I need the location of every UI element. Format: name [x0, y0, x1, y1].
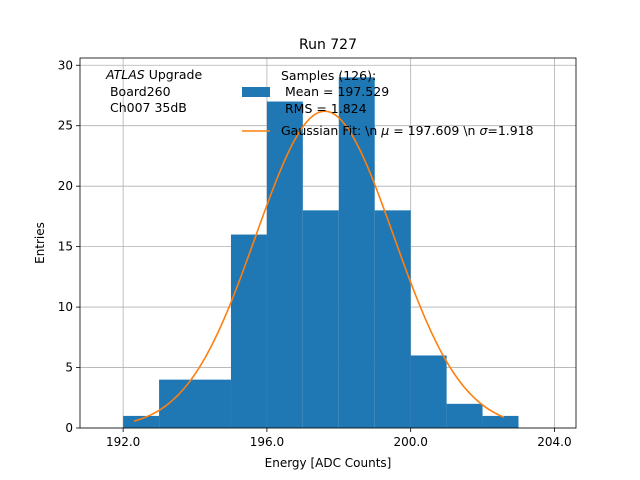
legend-samples-mean: Mean = 197.529	[281, 84, 389, 99]
histogram-bars	[123, 77, 519, 428]
board-annotation: Board260	[106, 84, 171, 99]
x-tick-label: 192.0	[106, 435, 140, 449]
experiment-suffix: Upgrade	[145, 67, 203, 82]
legend-swatch-samples	[242, 87, 270, 97]
y-tick-label: 25	[58, 119, 73, 133]
legend-samples-rms: RMS = 1.824	[281, 101, 367, 116]
x-axis-label: Energy [ADC Counts]	[265, 456, 392, 470]
histogram-bar-3	[266, 101, 303, 428]
histogram-bar-2	[230, 234, 267, 428]
x-tick-label: 196.0	[250, 435, 284, 449]
y-axis-label: Entries	[33, 222, 47, 264]
histogram-bar-4	[302, 210, 339, 428]
histogram-bar-7	[410, 355, 447, 428]
histogram-bar-8	[446, 403, 483, 428]
histogram-bar-1	[159, 379, 231, 428]
legend-fit-mid: = 197.609 \n	[389, 123, 479, 138]
y-tick-label: 15	[58, 240, 73, 254]
experiment-annotation: ATLAS Upgrade	[105, 67, 202, 82]
y-tick-label: 20	[58, 179, 73, 193]
gaussian-fit-curve	[133, 110, 505, 422]
y-tick-label: 30	[58, 58, 73, 72]
legend-samples-title: Samples (126):	[281, 68, 376, 83]
x-tick-label: 200.0	[393, 435, 427, 449]
y-tick-label: 5	[65, 361, 73, 375]
legend-fit-sigma: σ	[479, 123, 488, 138]
histogram-bar-6	[374, 210, 411, 428]
legend-fit-prefix: Gaussian Fit: \n	[281, 123, 381, 138]
legend-fit-label: Gaussian Fit: \n μ = 197.609 \n σ=1.918	[281, 123, 534, 138]
legend: Samples (126): Mean = 197.529 RMS = 1.82…	[242, 68, 534, 138]
x-tick-label: 204.0	[537, 435, 571, 449]
histogram-bar-0	[123, 415, 160, 428]
plot-frame	[79, 57, 577, 429]
channel-annotation: Ch007 35dB	[106, 100, 187, 115]
gaussian-fit-layer	[133, 110, 505, 422]
y-tick-label: 10	[58, 300, 73, 314]
y-tick-label: 0	[65, 421, 73, 435]
legend-fit-suffix: =1.918	[487, 123, 533, 138]
tick-layer: 192.0 196.0 200.0 204.0 0 5 10 15 20 25 30	[58, 58, 572, 449]
chart-title: Run 727	[299, 37, 357, 53]
legend-fit-mu: μ	[380, 123, 389, 138]
histogram-bar-9	[482, 415, 519, 428]
histogram-bar-5	[338, 77, 375, 428]
experiment-name: ATLAS	[105, 67, 145, 82]
